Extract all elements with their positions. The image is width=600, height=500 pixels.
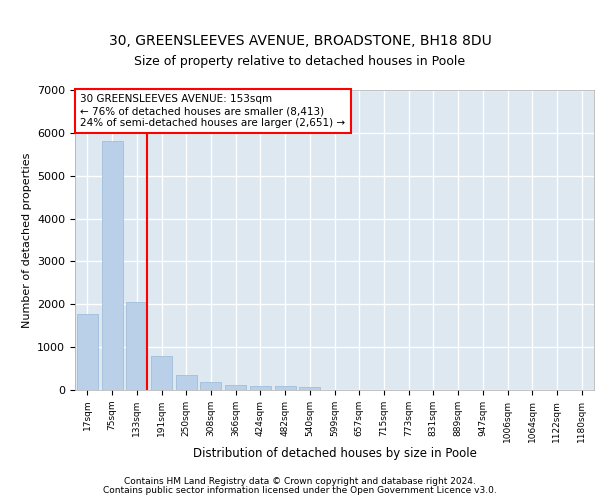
Bar: [299, 387, 320, 390]
Bar: [176, 376, 197, 390]
Bar: [126, 302, 147, 390]
Text: 30, GREENSLEEVES AVENUE, BROADSTONE, BH18 8DU: 30, GREENSLEEVES AVENUE, BROADSTONE, BH1…: [109, 34, 491, 48]
Y-axis label: Number of detached properties: Number of detached properties: [22, 152, 32, 328]
Bar: [77, 314, 98, 390]
X-axis label: Distribution of detached houses by size in Poole: Distribution of detached houses by size …: [193, 448, 476, 460]
Bar: [101, 142, 122, 390]
Bar: [225, 385, 246, 390]
Text: 30 GREENSLEEVES AVENUE: 153sqm
← 76% of detached houses are smaller (8,413)
24% : 30 GREENSLEEVES AVENUE: 153sqm ← 76% of …: [80, 94, 346, 128]
Bar: [250, 386, 271, 390]
Bar: [151, 356, 172, 390]
Text: Contains public sector information licensed under the Open Government Licence v3: Contains public sector information licen…: [103, 486, 497, 495]
Bar: [275, 386, 296, 390]
Text: Contains HM Land Registry data © Crown copyright and database right 2024.: Contains HM Land Registry data © Crown c…: [124, 477, 476, 486]
Bar: [200, 382, 221, 390]
Text: Size of property relative to detached houses in Poole: Size of property relative to detached ho…: [134, 54, 466, 68]
